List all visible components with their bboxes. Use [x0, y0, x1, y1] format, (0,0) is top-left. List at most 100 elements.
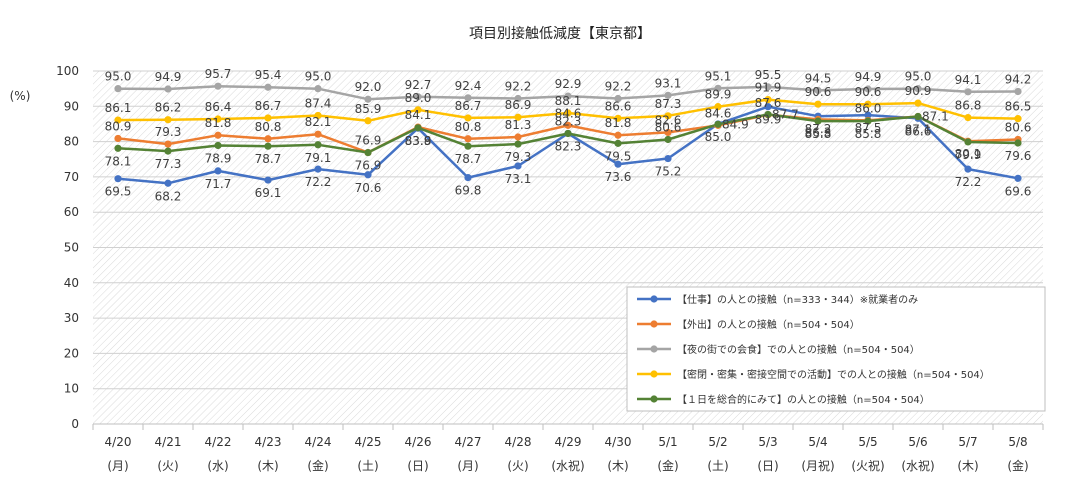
legend-swatch-marker: [650, 370, 658, 378]
data-label: 75.2: [655, 165, 682, 179]
x-tick-label-date: 4/30: [605, 435, 632, 449]
data-label: 84.1: [405, 108, 432, 122]
y-tick-label: 0: [71, 417, 79, 431]
data-label: 90.9: [905, 84, 932, 98]
data-label: 83.9: [405, 134, 432, 148]
data-label: 80.8: [255, 120, 282, 134]
data-point: [164, 116, 172, 124]
x-tick-label-date: 5/4: [808, 435, 827, 449]
data-label: 84.9: [722, 117, 749, 131]
data-point: [914, 112, 922, 121]
data-point: [114, 134, 122, 143]
x-tick-label-date: 4/20: [105, 435, 132, 449]
x-tick-label-day: (土): [707, 459, 728, 473]
data-point: [414, 106, 422, 114]
x-tick-label-day: (火祝): [851, 459, 884, 473]
x-tick-label-date: 4/29: [555, 435, 582, 449]
data-label: 71.7: [205, 177, 232, 191]
data-label: 95.0: [305, 70, 332, 84]
data-point: [864, 100, 872, 108]
data-point: [164, 85, 172, 93]
data-label: 89.9: [705, 88, 732, 102]
data-label: 95.7: [205, 67, 232, 81]
y-tick-label: 30: [64, 311, 79, 325]
data-label: 79.1: [305, 151, 332, 165]
data-label: 79.3: [155, 125, 182, 139]
data-label: 92.7: [405, 78, 432, 92]
x-tick-label-date: 5/6: [908, 435, 927, 449]
legend-swatch-marker: [650, 345, 658, 353]
data-label: 72.2: [955, 175, 982, 189]
data-label: 82.6: [655, 113, 682, 127]
data-point: [364, 95, 372, 103]
data-label: 80.8: [455, 120, 482, 134]
data-point: [264, 142, 272, 150]
data-point: [414, 93, 422, 101]
data-label: 90.6: [855, 85, 882, 99]
y-tick-label: 10: [64, 382, 79, 396]
y-tick-label: 20: [64, 346, 79, 360]
data-label: 85.8: [855, 127, 882, 141]
data-label: 86.8: [955, 99, 982, 113]
data-point: [764, 110, 772, 119]
data-label: 82.3: [555, 114, 582, 128]
data-point: [714, 103, 722, 111]
data-label: 85.9: [355, 102, 382, 116]
data-point: [364, 117, 372, 125]
x-tick-label-date: 5/1: [658, 435, 677, 449]
data-point: [464, 135, 472, 143]
data-point: [164, 140, 172, 148]
data-point: [314, 111, 322, 120]
data-label: 94.1: [955, 73, 982, 87]
data-label: 87.7: [772, 107, 799, 121]
data-label: 85.8: [805, 127, 832, 141]
data-point: [464, 142, 472, 150]
data-label: 78.7: [255, 152, 282, 166]
data-label: 79.5: [605, 149, 632, 163]
data-label: 86.1: [105, 101, 132, 115]
data-label: 76.9: [355, 134, 382, 148]
data-label: 83.8: [405, 134, 432, 148]
data-point: [214, 141, 222, 150]
data-point: [314, 85, 322, 93]
data-point: [264, 176, 272, 184]
data-point: [564, 92, 572, 100]
x-tick-label-day: (火): [157, 459, 178, 473]
data-point: [114, 175, 122, 183]
data-label: 94.9: [855, 70, 882, 84]
data-label: 68.2: [155, 189, 182, 203]
data-label: 92.2: [605, 80, 632, 94]
data-point: [614, 131, 622, 139]
data-point: [914, 85, 922, 93]
data-label: 79.6: [1005, 149, 1032, 163]
x-tick-label-date: 5/8: [1008, 435, 1027, 449]
data-label: 86.0: [855, 101, 882, 115]
data-point: [814, 100, 822, 108]
data-point: [814, 86, 822, 95]
y-tick-label: 70: [64, 170, 79, 184]
data-label: 87.2: [805, 122, 832, 136]
data-label: 69.6: [1005, 184, 1032, 198]
data-label: 92.2: [505, 80, 532, 94]
data-point: [1014, 139, 1022, 147]
x-tick-label-date: 4/22: [205, 435, 232, 449]
data-point: [314, 165, 322, 173]
data-label: 70.6: [355, 181, 382, 195]
data-point: [114, 85, 122, 93]
x-tick-label-date: 4/25: [355, 435, 382, 449]
x-tick-label-day: (金): [307, 458, 328, 473]
legend-entry-label: 【仕事】の人との接触（n=333・344）※就業者のみ: [677, 293, 918, 306]
data-label: 87.1: [922, 110, 949, 124]
data-point: [1014, 174, 1022, 182]
data-label: 93.1: [655, 76, 682, 90]
data-label: 86.7: [455, 99, 482, 113]
data-point: [814, 117, 822, 125]
data-point: [664, 135, 672, 144]
data-label: 92.0: [355, 80, 382, 94]
data-point: [614, 114, 622, 122]
legend-box: [626, 286, 1046, 412]
data-label: 84.6: [555, 106, 582, 120]
x-tick-label-date: 4/23: [255, 435, 282, 449]
